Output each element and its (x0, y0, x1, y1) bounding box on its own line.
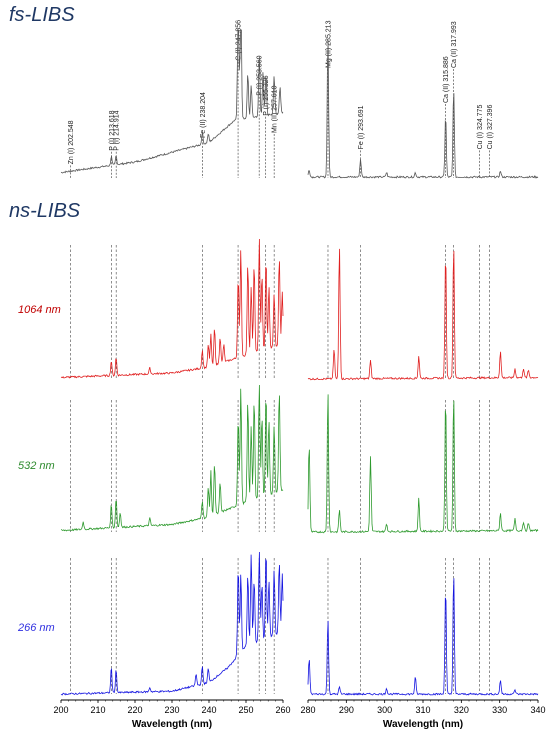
x-tick-label-right-340: 340 (530, 705, 545, 715)
peak-label-ca-ii-317-993: Ca (II) 317.993 (451, 21, 458, 68)
peak-label-p-i-213-618: P (I) 213.618 (109, 110, 116, 150)
peak-label-fe-ii-238-204: Fe (II) 238.204 (200, 92, 207, 138)
x-tick-label-left-230: 230 (164, 705, 179, 715)
x-tick-label-right-280: 280 (300, 705, 315, 715)
ns-libs-heading: ns-LIBS (9, 200, 81, 222)
peak-label-p-i-214-914: P (I) 214.914 (114, 110, 121, 150)
spectrum-266-nm-left (60, 551, 284, 696)
x-tick-label-right-330: 330 (492, 705, 507, 715)
fs-spectrum-left (60, 29, 284, 174)
x-tick-label-left-260: 260 (275, 705, 290, 715)
spectrum-1064-nm-left (60, 238, 284, 379)
peak-label-fe-i-293-691: Fe (I) 293.691 (358, 105, 365, 149)
axes: 200 210 220 230 240 250 260 Wavelength (nm) 280 2… (53, 699, 546, 730)
peak-label-mn-ii-257-610: Mn (II) 257.610 (272, 85, 279, 133)
peak-label-zn-i-202-548: Zn (I) 202.548 (68, 120, 75, 164)
spectrum-266-nm-right (307, 578, 539, 696)
x-tick-label-left-250: 250 (238, 705, 253, 715)
x-tick-label-right-310: 310 (415, 705, 430, 715)
peak-label-cu-i-324-775: Cu (I) 324.775 (477, 105, 484, 150)
fs-libs-heading: fs-LIBS (9, 4, 75, 26)
peak-label-cu-i-327-396: Cu (I) 327.396 (487, 105, 494, 150)
spectrum-1064-nm-right (307, 248, 539, 381)
peak-label-mg-ii-285-213: Mg (II) 285.213 (326, 20, 333, 68)
spectrum-532-nm-right (307, 394, 539, 534)
label-532-nm: 532 nm (18, 460, 55, 472)
fs-spectrum-right (307, 40, 539, 179)
x-axis-title-left: Wavelength (nm) (132, 719, 212, 730)
spectra (60, 29, 539, 696)
label-1064-nm: 1064 nm (18, 304, 61, 316)
x-tick-label-right-320: 320 (454, 705, 469, 715)
peak-label-ca-ii-315-886: Ca (II) 315.886 (443, 56, 450, 103)
x-tick-label-left-210: 210 (90, 705, 105, 715)
x-tick-label-left-240: 240 (201, 705, 216, 715)
x-axis-title-right: Wavelength (nm) (383, 719, 463, 730)
label-266-nm: 266 nm (18, 622, 55, 634)
x-tick-label-left-200: 200 (53, 705, 68, 715)
x-tick-label-right-290: 290 (339, 705, 354, 715)
x-tick-label-left-220: 220 (127, 705, 142, 715)
x-tick-label-right-300: 300 (377, 705, 392, 715)
spectrum-532-nm-left (60, 384, 284, 532)
